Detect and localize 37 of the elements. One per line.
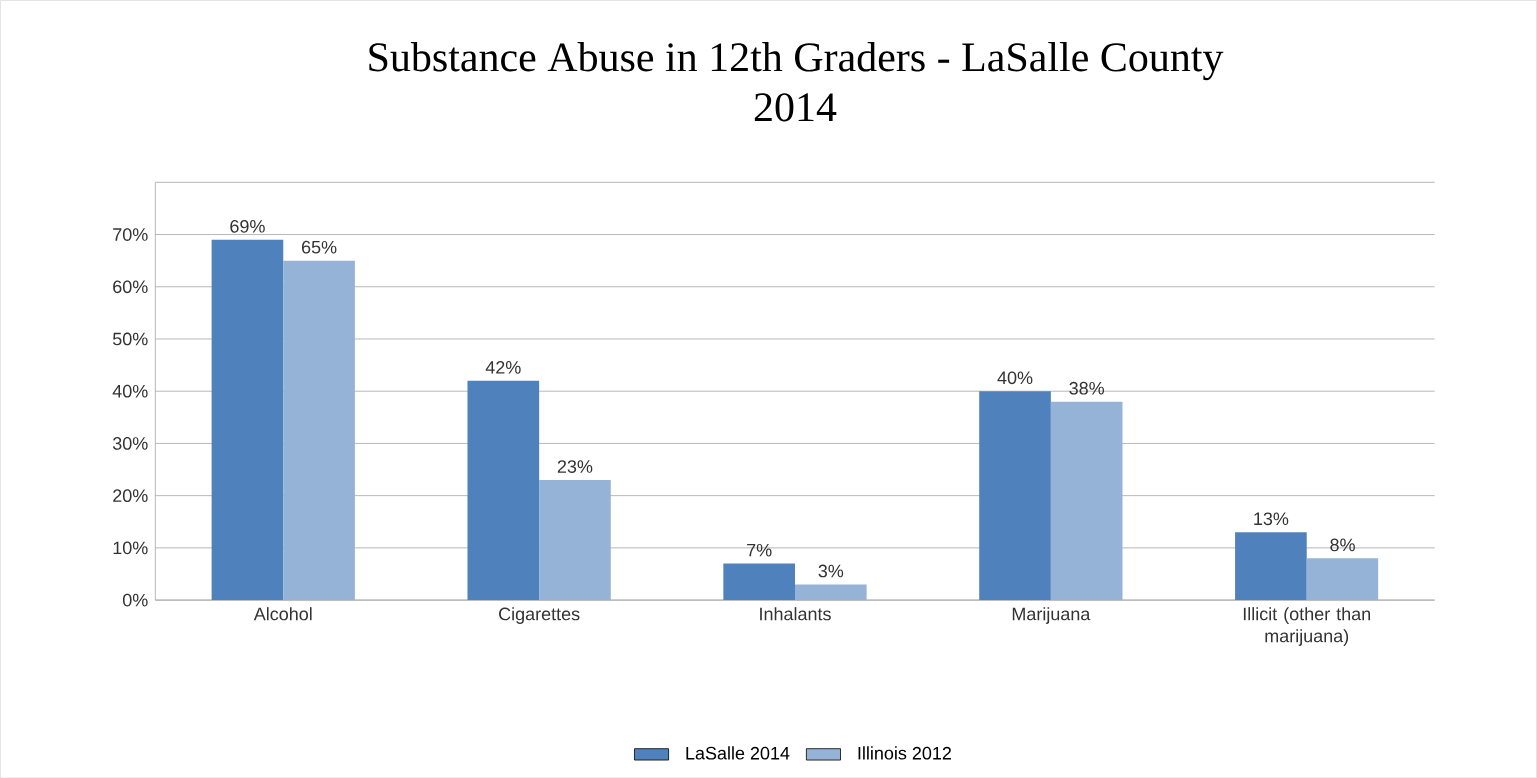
bar <box>539 479 611 600</box>
bar <box>283 260 355 600</box>
y-tick-label: 30% <box>112 436 148 450</box>
y-tick-label: 10% <box>113 541 148 555</box>
data-label: 13% <box>1254 512 1289 525</box>
bar <box>723 563 795 600</box>
y-tick-label: 40% <box>112 384 148 398</box>
data-label: 7% <box>747 543 772 557</box>
data-label: 3% <box>818 564 844 578</box>
y-tick-label: 0% <box>122 593 148 607</box>
x-tick-label: Marijuana <box>1012 606 1091 624</box>
bar <box>1050 401 1123 600</box>
bar <box>1235 532 1307 600</box>
data-label: 69% <box>230 219 265 233</box>
legend-label: Illinois 2012 <box>858 746 951 760</box>
bar <box>1306 558 1379 600</box>
y-tick-label: 50% <box>112 332 148 346</box>
bar <box>979 391 1051 600</box>
data-label: 40% <box>997 371 1033 384</box>
x-tick-label: Illicit (other than marijuana) <box>1243 606 1371 646</box>
data-label: 42% <box>485 360 521 374</box>
chart-title: Substance Abuse in 12th Graders - LaSalle County <box>369 41 1224 80</box>
bar <box>211 239 284 600</box>
y-tick-label: 60% <box>113 280 148 293</box>
x-tick-label: Inhalants <box>760 606 831 621</box>
data-label: 38% <box>1069 381 1105 395</box>
legend-label: LaSalle 2014 <box>686 746 790 760</box>
bar <box>794 584 867 600</box>
x-tick-label: Cigarettes <box>499 606 580 624</box>
data-label: 65% <box>301 240 337 254</box>
data-label: 8% <box>1330 538 1355 552</box>
bar <box>467 380 540 600</box>
y-tick-label: 70% <box>113 227 148 241</box>
x-tick-label: Alcohol <box>253 606 312 621</box>
chart-subtitle: 2014 <box>754 92 837 122</box>
data-label: 23% <box>557 459 593 473</box>
y-tick-label: 20% <box>113 489 148 502</box>
